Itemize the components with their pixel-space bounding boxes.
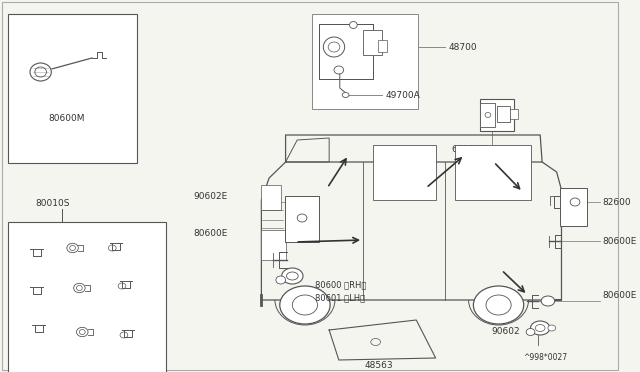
Bar xyxy=(559,188,587,226)
Ellipse shape xyxy=(67,243,78,253)
Bar xyxy=(8,14,138,163)
Text: 80600E: 80600E xyxy=(602,291,637,299)
Text: 80010S: 80010S xyxy=(36,199,70,208)
Ellipse shape xyxy=(280,286,330,324)
Text: ^998*0027: ^998*0027 xyxy=(523,353,567,362)
Bar xyxy=(312,14,418,109)
Ellipse shape xyxy=(77,327,88,337)
Ellipse shape xyxy=(74,283,85,293)
Bar xyxy=(8,222,166,372)
Text: 80600E: 80600E xyxy=(194,228,228,237)
Ellipse shape xyxy=(526,328,535,336)
Bar xyxy=(319,24,372,79)
Bar xyxy=(285,196,319,242)
Bar xyxy=(363,30,382,55)
Ellipse shape xyxy=(342,93,349,97)
Text: 90602E: 90602E xyxy=(194,192,228,201)
Ellipse shape xyxy=(334,66,344,74)
Ellipse shape xyxy=(531,321,550,335)
Ellipse shape xyxy=(323,37,344,57)
Ellipse shape xyxy=(474,286,524,324)
Ellipse shape xyxy=(548,325,556,331)
Ellipse shape xyxy=(276,276,285,284)
Bar xyxy=(261,185,281,210)
Bar xyxy=(372,145,436,200)
Text: 80600M: 80600M xyxy=(49,113,85,122)
Bar xyxy=(497,106,510,122)
Bar xyxy=(455,145,531,200)
Bar xyxy=(480,103,495,127)
Ellipse shape xyxy=(282,268,303,284)
Text: 82600: 82600 xyxy=(602,198,631,206)
Ellipse shape xyxy=(30,63,51,81)
Bar xyxy=(319,24,372,79)
Text: 90602: 90602 xyxy=(492,327,520,337)
Text: 80600E: 80600E xyxy=(602,237,637,246)
Text: 48563: 48563 xyxy=(365,360,394,369)
Bar xyxy=(378,40,387,52)
Bar xyxy=(510,109,518,119)
Text: 48700: 48700 xyxy=(448,42,477,51)
Ellipse shape xyxy=(349,22,357,29)
Text: 49700A: 49700A xyxy=(385,90,420,99)
Text: 80601 〈LH〉: 80601 〈LH〉 xyxy=(315,294,365,302)
Text: 68630M: 68630M xyxy=(451,144,488,154)
Bar xyxy=(261,230,285,260)
Text: 80600 〈RH〉: 80600 〈RH〉 xyxy=(315,280,366,289)
Ellipse shape xyxy=(541,296,555,306)
Bar xyxy=(480,99,514,131)
